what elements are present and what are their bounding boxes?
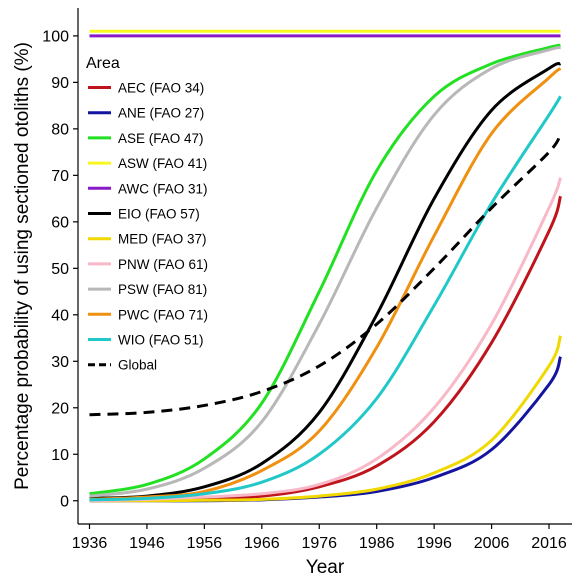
x-tick-label: 1956 <box>187 535 223 552</box>
legend-label: PWC (FAO 71) <box>118 307 208 322</box>
y-tick-label: 30 <box>51 354 69 371</box>
series-lines <box>89 29 562 503</box>
legend-label: ASW (FAO 41) <box>118 156 207 171</box>
x-tick-label: 1996 <box>416 535 452 552</box>
axes: 0 10 20 30 40 50 60 70 80 90 100 1936 1946 1956 1966 19… <box>42 8 572 552</box>
x-tick-label: 1946 <box>129 535 165 552</box>
series-line-ase-fao-47 <box>89 43 561 496</box>
legend-label: PSW (FAO 81) <box>118 282 207 297</box>
x-axis-title: Year <box>306 557 345 578</box>
series-line-psw-fao-81 <box>89 45 561 498</box>
x-tick-label: 1986 <box>359 535 395 552</box>
legend-label: ASE (FAO 47) <box>118 131 204 146</box>
y-tick-label: 40 <box>51 307 69 324</box>
x-tick-label: 2016 <box>531 535 567 552</box>
series-line-pnw-fao-61 <box>89 177 562 503</box>
legend-label: PNW (FAO 61) <box>118 257 208 272</box>
y-tick-label: 50 <box>51 261 69 278</box>
y-tick-label: 10 <box>51 447 69 464</box>
y-tick-label: 90 <box>51 75 69 92</box>
y-axis-title: Percentage probability of using sectione… <box>12 42 33 490</box>
legend-label: ANE (FAO 27) <box>118 106 204 121</box>
y-tick-label: 80 <box>51 121 69 138</box>
y-tick-label: 20 <box>51 400 69 417</box>
legend-title: Area <box>86 55 120 72</box>
y-tick-label: 70 <box>51 168 69 185</box>
x-tick-label: 2006 <box>474 535 510 552</box>
y-tick-label: 100 <box>42 28 69 45</box>
legend-label: EIO (FAO 57) <box>118 207 200 222</box>
legend-label: MED (FAO 37) <box>118 232 207 247</box>
legend-label: AWC (FAO 31) <box>118 181 208 196</box>
legend-label: AEC (FAO 34) <box>118 81 204 96</box>
series-line-global <box>89 132 562 417</box>
x-tick-label: 1936 <box>72 535 108 552</box>
legend-label: Global <box>118 358 157 373</box>
y-tick-label: 60 <box>51 214 69 231</box>
y-tick-label: 0 <box>60 493 69 510</box>
legend-label: WIO (FAO 51) <box>118 333 204 348</box>
legend: Area AEC (FAO 34) ANE (FAO 27) ASE (FAO 47)… <box>86 55 208 373</box>
series-line-wio-fao-51 <box>89 95 562 502</box>
x-tick-label: 1976 <box>301 535 337 552</box>
x-tick-label: 1966 <box>244 535 280 552</box>
series-line-med-fao-37 <box>89 335 562 503</box>
